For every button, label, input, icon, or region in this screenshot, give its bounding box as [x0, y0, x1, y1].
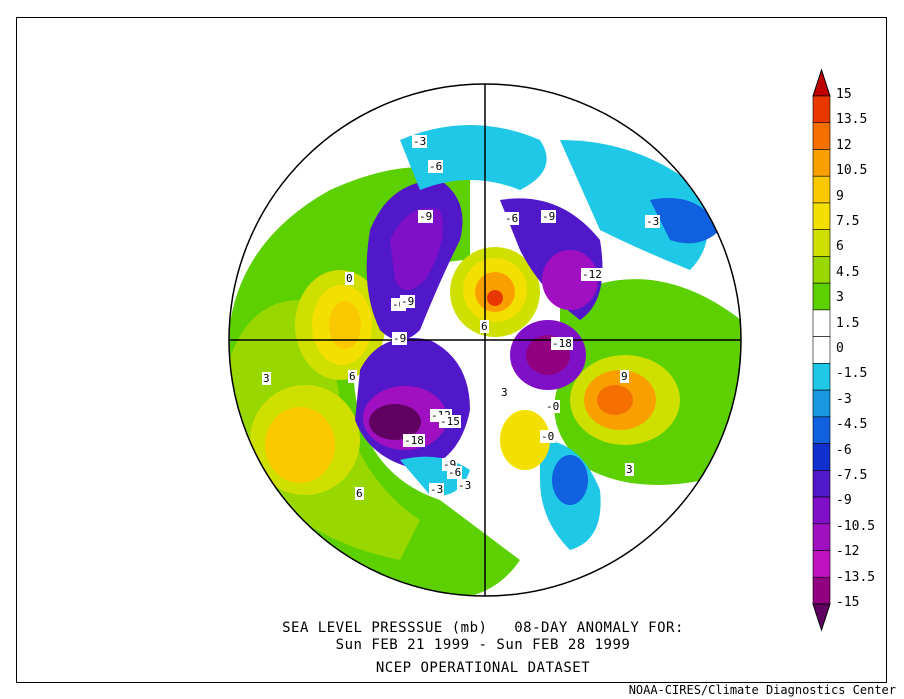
colorbar-tick-label: 6 [836, 239, 844, 255]
colorbar-tick-label: 0 [836, 341, 844, 356]
colorbar-swatch [812, 229, 831, 257]
colorbar-swatch [812, 309, 831, 337]
colorbar-arrow-top [812, 68, 831, 97]
colorbar-swatch [812, 256, 831, 284]
colorbar-tick-label: -6 [836, 442, 852, 458]
colorbar-tick-label: -10.5 [836, 518, 876, 534]
contour-label: 3 [262, 372, 271, 385]
colorbar-tick-label: 7.5 [836, 214, 860, 229]
contour-label: -9 [418, 210, 434, 223]
map-boundary [228, 83, 742, 597]
contour-label: -3 [457, 479, 473, 492]
title-line-3: NCEP OPERATIONAL DATASET [375, 660, 591, 676]
colorbar [812, 68, 831, 632]
colorbar-tick-label: -15 [836, 595, 860, 610]
colorbar-tick-label: -13.5 [836, 569, 876, 585]
colorbar-swatch [812, 389, 831, 418]
colorbar-tick-label: -7.5 [836, 468, 868, 483]
contour-label: 6 [348, 370, 357, 383]
colorbar-tick-label: -1.5 [836, 366, 868, 382]
colorbar-tick-label: -12 [836, 544, 860, 560]
contour-label: -15 [439, 415, 461, 428]
colorbar-swatch [812, 336, 831, 364]
credit-text: NOAA-CIRES/Climate Diagnostics Center [628, 683, 896, 697]
colorbar-swatch [812, 550, 831, 578]
colorbar-swatch [812, 282, 831, 311]
colorbar-tick-label: -3 [836, 391, 852, 407]
contour-label: -9 [541, 210, 557, 223]
colorbar-tick-label: 13.5 [836, 112, 868, 128]
plot-frame [16, 17, 887, 683]
colorbar-swatch [812, 470, 831, 498]
contour-label: -6 [447, 466, 463, 479]
title-line-1: SEA LEVEL PRESSSUE (mb) 08-DAY ANOMALY F… [282, 620, 684, 636]
contour-label: 3 [500, 386, 509, 399]
contour-label: 6 [355, 487, 364, 500]
contour-label: -6 [428, 160, 444, 173]
colorbar-tick-label: 4.5 [836, 264, 860, 280]
contour-label: -3 [429, 483, 445, 496]
colorbar-tick-label: 12 [836, 137, 852, 153]
colorbar-tick-label: 3 [836, 290, 844, 306]
contour-label: -0 [545, 400, 561, 413]
colorbar-tick-label: 1.5 [836, 315, 860, 331]
contour-label: 6 [480, 320, 489, 333]
contour-label: -12 [581, 268, 603, 281]
contour-label: -9 [392, 332, 408, 345]
contour-label: -6 [504, 212, 520, 225]
colorbar-swatch [812, 95, 831, 124]
colorbar-swatch [812, 496, 831, 525]
contour-label: -3 [645, 215, 661, 228]
colorbar-swatch [812, 363, 831, 391]
colorbar-swatch [812, 202, 831, 230]
colorbar-swatch [812, 523, 831, 551]
contour-label: -3 [412, 135, 428, 148]
anomaly-field [229, 84, 741, 596]
colorbar-swatch [812, 122, 831, 150]
colorbar-arrow-bottom [812, 603, 831, 632]
colorbar-tick-label: -9 [836, 493, 852, 509]
colorbar-swatch [812, 443, 831, 471]
colorbar-swatch [812, 149, 831, 177]
colorbar-swatch [812, 175, 831, 204]
colorbar-tick-label: 10.5 [836, 163, 868, 179]
colorbar-swatch [812, 416, 831, 444]
title-line-2: Sun FEB 21 1999 - Sun FEB 28 1999 [335, 637, 631, 653]
contour-label: 0 [345, 272, 354, 285]
colorbar-swatch [812, 576, 831, 605]
contour-label: -18 [551, 337, 573, 350]
contour-label: -18 [403, 434, 425, 447]
contour-label: -9 [400, 295, 416, 308]
colorbar-tick-label: -4.5 [836, 417, 868, 433]
contour-label: -0 [540, 430, 556, 443]
colorbar-tick-label: 15 [836, 87, 852, 102]
contour-label: 3 [625, 463, 634, 476]
contour-label: 9 [620, 370, 629, 383]
colorbar-tick-label: 9 [836, 188, 844, 204]
